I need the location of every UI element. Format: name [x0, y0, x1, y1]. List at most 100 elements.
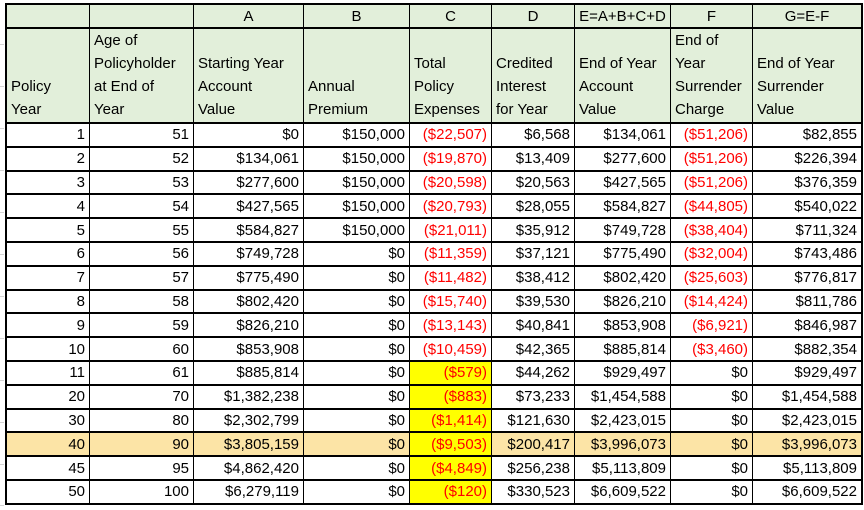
table-cell[interactable]: $376,359: [753, 171, 863, 196]
table-cell[interactable]: $5,113,809: [753, 457, 863, 481]
table-cell[interactable]: 52: [90, 147, 194, 172]
formula-label-cell[interactable]: [7, 5, 90, 29]
table-cell[interactable]: 50: [7, 480, 90, 505]
table-cell[interactable]: ($13,143): [410, 314, 492, 339]
table-cell[interactable]: 1: [7, 124, 90, 148]
table-cell[interactable]: $882,354: [753, 338, 863, 362]
table-cell[interactable]: ($51,206): [671, 124, 753, 148]
table-cell[interactable]: 10: [7, 338, 90, 362]
table-cell[interactable]: $82,855: [753, 124, 863, 148]
table-cell[interactable]: $3,996,073: [753, 433, 863, 458]
table-cell[interactable]: ($51,206): [671, 171, 753, 196]
table-cell[interactable]: $2,302,799: [194, 409, 304, 434]
column-header-cell[interactable]: Total Policy Expenses: [410, 29, 492, 124]
table-cell[interactable]: ($21,011): [410, 219, 492, 243]
table-cell[interactable]: $711,324: [753, 219, 863, 243]
table-cell[interactable]: 11: [7, 361, 90, 386]
column-header-cell[interactable]: Credited Interest for Year: [492, 29, 575, 124]
table-cell[interactable]: 2: [7, 147, 90, 172]
table-cell[interactable]: $0: [304, 385, 410, 410]
table-cell[interactable]: $0: [304, 242, 410, 267]
table-cell[interactable]: $0: [671, 433, 753, 458]
table-cell[interactable]: 40: [7, 433, 90, 458]
column-header-cell[interactable]: End of Year Surrender Value: [753, 29, 863, 124]
table-cell[interactable]: $427,565: [194, 195, 304, 220]
table-cell[interactable]: $6,609,522: [753, 480, 863, 505]
table-cell[interactable]: $0: [194, 124, 304, 148]
table-cell[interactable]: ($1,414): [410, 409, 492, 434]
table-cell[interactable]: ($44,805): [671, 195, 753, 220]
table-cell[interactable]: 60: [90, 338, 194, 362]
table-cell[interactable]: 51: [90, 124, 194, 148]
table-cell[interactable]: $200,417: [492, 433, 575, 458]
column-header-cell[interactable]: Starting Year Account Value: [194, 29, 304, 124]
table-cell[interactable]: $846,987: [753, 314, 863, 339]
table-cell[interactable]: $0: [304, 314, 410, 339]
table-cell[interactable]: 6: [7, 242, 90, 267]
table-cell[interactable]: $5,113,809: [575, 457, 671, 481]
table-cell[interactable]: ($14,424): [671, 290, 753, 315]
table-cell[interactable]: 30: [7, 409, 90, 434]
table-cell[interactable]: $0: [671, 457, 753, 481]
table-cell[interactable]: $256,238: [492, 457, 575, 481]
table-cell[interactable]: $6,609,522: [575, 480, 671, 505]
table-cell[interactable]: $39,530: [492, 290, 575, 315]
table-cell[interactable]: $853,908: [194, 338, 304, 362]
table-cell[interactable]: $853,908: [575, 314, 671, 339]
table-cell[interactable]: $13,409: [492, 147, 575, 172]
table-cell[interactable]: $929,497: [753, 361, 863, 386]
table-cell[interactable]: $775,490: [575, 242, 671, 267]
table-cell[interactable]: ($4,849): [410, 457, 492, 481]
table-cell[interactable]: $6,279,119: [194, 480, 304, 505]
table-cell[interactable]: $150,000: [304, 219, 410, 243]
table-cell[interactable]: $0: [304, 409, 410, 434]
table-cell[interactable]: $427,565: [575, 171, 671, 196]
table-cell[interactable]: ($22,507): [410, 124, 492, 148]
table-cell[interactable]: ($579): [410, 361, 492, 386]
table-cell[interactable]: ($32,004): [671, 242, 753, 267]
table-cell[interactable]: $1,454,588: [753, 385, 863, 410]
table-cell[interactable]: $226,394: [753, 147, 863, 172]
table-cell[interactable]: ($883): [410, 385, 492, 410]
table-cell[interactable]: 59: [90, 314, 194, 339]
table-cell[interactable]: ($3,460): [671, 338, 753, 362]
table-cell[interactable]: $885,814: [194, 361, 304, 386]
table-cell[interactable]: $134,061: [194, 147, 304, 172]
table-cell[interactable]: $0: [304, 338, 410, 362]
table-cell[interactable]: ($120): [410, 480, 492, 505]
formula-label-cell[interactable]: D: [492, 5, 575, 29]
table-cell[interactable]: $0: [304, 290, 410, 315]
table-cell[interactable]: 70: [90, 385, 194, 410]
table-cell[interactable]: 8: [7, 290, 90, 315]
table-cell[interactable]: $6,568: [492, 124, 575, 148]
table-cell[interactable]: $0: [304, 433, 410, 458]
table-cell[interactable]: 45: [7, 457, 90, 481]
table-cell[interactable]: 53: [90, 171, 194, 196]
table-cell[interactable]: ($10,459): [410, 338, 492, 362]
table-cell[interactable]: $38,412: [492, 266, 575, 291]
table-cell[interactable]: $150,000: [304, 124, 410, 148]
table-cell[interactable]: $0: [671, 480, 753, 505]
table-cell[interactable]: $743,486: [753, 242, 863, 267]
table-cell[interactable]: $929,497: [575, 361, 671, 386]
formula-label-cell[interactable]: E=A+B+C+D: [575, 5, 671, 29]
table-cell[interactable]: 57: [90, 266, 194, 291]
table-cell[interactable]: $2,423,015: [575, 409, 671, 434]
table-cell[interactable]: ($20,793): [410, 195, 492, 220]
table-cell[interactable]: $0: [671, 385, 753, 410]
column-header-cell[interactable]: End of Year Account Value: [575, 29, 671, 124]
table-cell[interactable]: $885,814: [575, 338, 671, 362]
table-cell[interactable]: $826,210: [575, 290, 671, 315]
table-cell[interactable]: 54: [90, 195, 194, 220]
formula-label-cell[interactable]: C: [410, 5, 492, 29]
formula-label-cell[interactable]: B: [304, 5, 410, 29]
table-cell[interactable]: $40,841: [492, 314, 575, 339]
column-header-cell[interactable]: Age of Policyholder at End of Year: [90, 29, 194, 124]
table-cell[interactable]: $150,000: [304, 147, 410, 172]
table-cell[interactable]: $775,490: [194, 266, 304, 291]
table-cell[interactable]: 4: [7, 195, 90, 220]
table-cell[interactable]: 9: [7, 314, 90, 339]
table-cell[interactable]: $150,000: [304, 195, 410, 220]
table-cell[interactable]: $2,423,015: [753, 409, 863, 434]
table-cell[interactable]: $150,000: [304, 171, 410, 196]
